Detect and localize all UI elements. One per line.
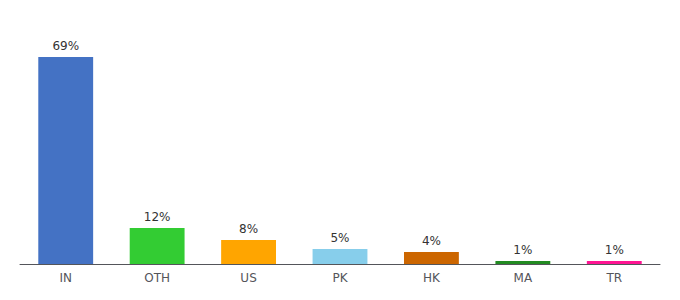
svg-text:MA: MA [514, 271, 533, 285]
svg-text:1%: 1% [513, 243, 532, 257]
svg-text:4%: 4% [422, 234, 441, 248]
svg-text:IN: IN [59, 271, 72, 285]
svg-text:69%: 69% [52, 39, 79, 53]
svg-text:OTH: OTH [144, 271, 170, 285]
svg-text:PK: PK [332, 271, 348, 285]
svg-text:HK: HK [423, 271, 441, 285]
svg-text:12%: 12% [144, 210, 171, 224]
svg-text:8%: 8% [239, 222, 258, 236]
svg-text:US: US [240, 271, 256, 285]
svg-text:TR: TR [605, 271, 622, 285]
svg-text:1%: 1% [605, 243, 624, 257]
svg-text:5%: 5% [330, 231, 349, 245]
